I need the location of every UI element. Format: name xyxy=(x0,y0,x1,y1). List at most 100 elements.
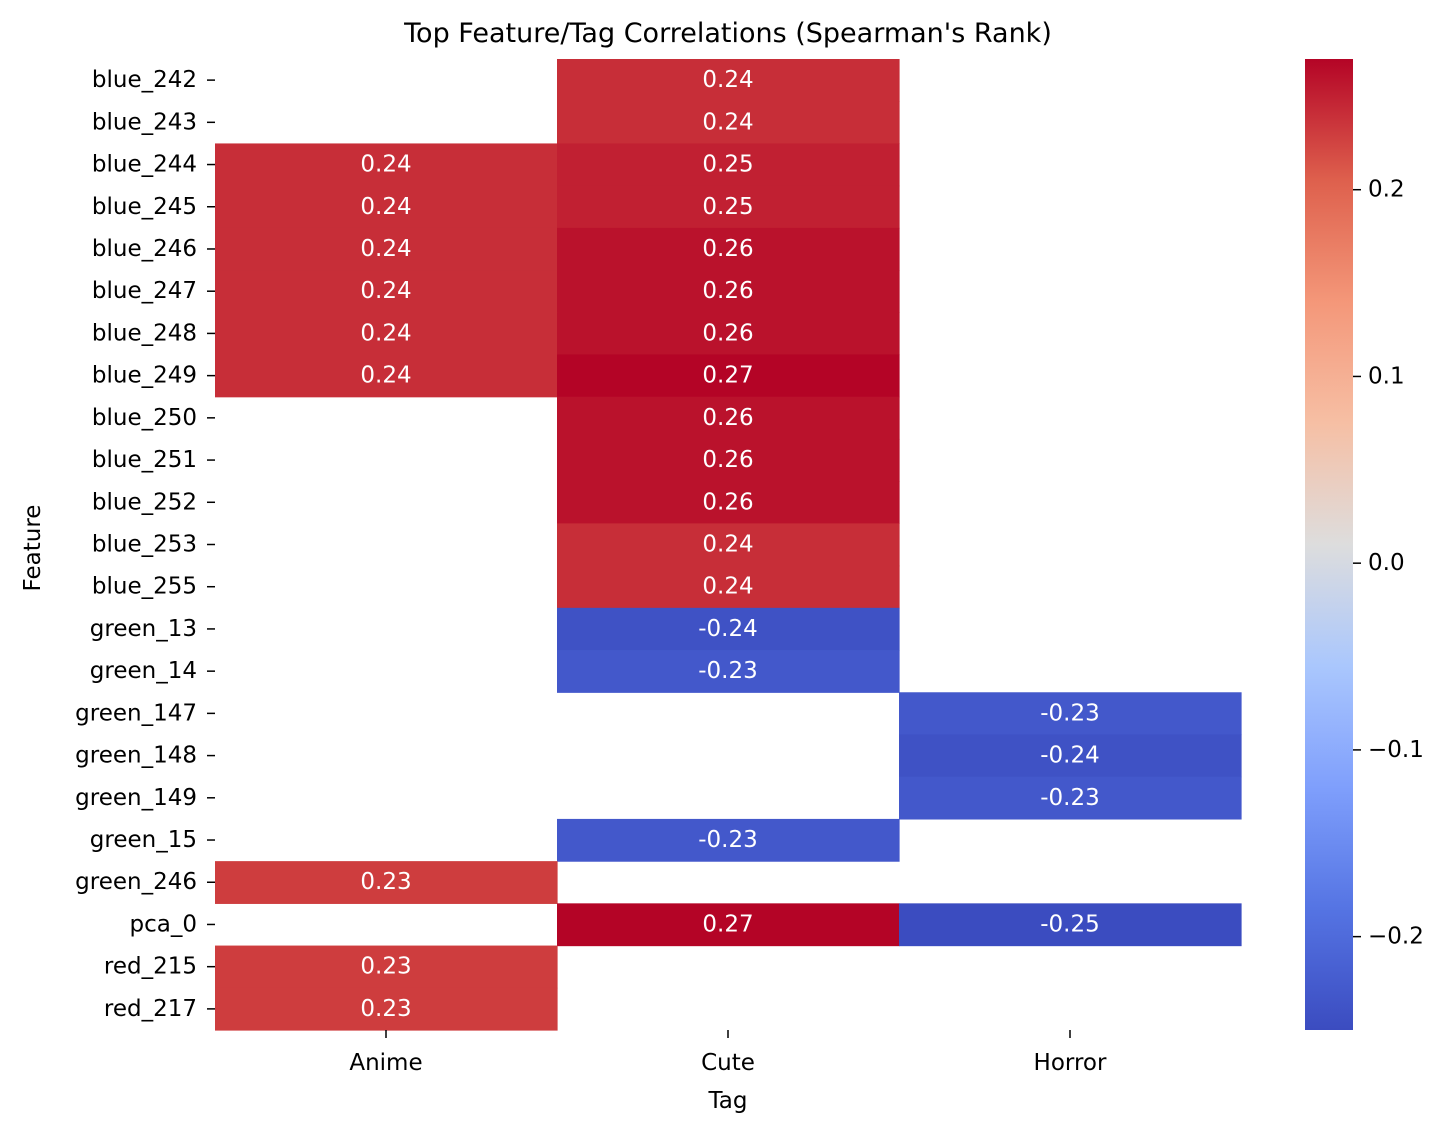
cell-value-label: 0.26 xyxy=(702,405,753,431)
heatmap-cell xyxy=(557,101,900,145)
row-tick-label: blue_245 xyxy=(92,194,197,220)
cell-value-label: 0.25 xyxy=(702,152,753,178)
cell-value-label: 0.27 xyxy=(702,911,753,937)
row-tick-label: green_13 xyxy=(90,616,197,642)
heatmap-cell xyxy=(215,143,558,187)
cell-value-label: -0.23 xyxy=(698,658,758,684)
cell-value-label: -0.23 xyxy=(698,827,758,853)
row-tick-label: green_148 xyxy=(75,743,197,769)
heatmap-cell xyxy=(215,861,558,904)
heatmap-cell xyxy=(557,185,900,229)
row-tick-label: blue_253 xyxy=(92,532,197,558)
row-tick-label: green_149 xyxy=(75,785,197,811)
row-tick-label: blue_242 xyxy=(92,67,197,93)
heatmap-cell xyxy=(899,734,1242,778)
heatmap-cell xyxy=(557,59,900,102)
heatmap-cell xyxy=(557,565,900,609)
cell-value-label: 0.26 xyxy=(702,236,753,262)
cell-value-label: 0.23 xyxy=(360,869,411,895)
heatmap-cell xyxy=(215,312,558,356)
heatmap-cell xyxy=(899,903,1242,947)
row-tick-label: blue_247 xyxy=(92,278,197,304)
cell-value-label: 0.23 xyxy=(360,954,411,980)
cell-value-label: 0.24 xyxy=(360,320,411,346)
colorbar-tick-label: 0.0 xyxy=(1368,550,1405,576)
cell-value-label: 0.24 xyxy=(702,532,753,558)
cell-value-label: 0.24 xyxy=(702,574,753,600)
row-tick-label: blue_252 xyxy=(92,489,197,515)
cell-value-label: 0.26 xyxy=(702,320,753,346)
column-tick-label: Cute xyxy=(701,1050,755,1076)
colorbar-tick-label: −0.1 xyxy=(1368,737,1424,763)
chart-title: Top Feature/Tag Correlations (Spearman's… xyxy=(403,18,1052,49)
cell-value-label: 0.24 xyxy=(360,278,411,304)
cell-value-label: 0.24 xyxy=(702,109,753,135)
heatmap-cell xyxy=(557,312,900,356)
heatmap-cell xyxy=(557,354,900,398)
colorbar-gradient xyxy=(1305,59,1353,1030)
cell-value-label: 0.24 xyxy=(360,363,411,389)
column-tick-labels: Anime Cute Horror xyxy=(349,1030,1107,1076)
cell-value-label: -0.23 xyxy=(1040,700,1100,726)
heatmap-cell xyxy=(557,903,900,947)
colorbar-tick-label: 0.1 xyxy=(1368,363,1405,389)
row-tick-label: green_246 xyxy=(75,869,197,895)
heatmap-cell xyxy=(215,270,558,313)
heatmap-cell xyxy=(557,270,900,313)
row-tick-label: green_147 xyxy=(75,700,197,726)
cell-value-label: 0.26 xyxy=(702,489,753,515)
heatmap-cell xyxy=(557,650,900,693)
row-tick-label: blue_246 xyxy=(92,236,197,262)
heatmap-cell xyxy=(557,818,900,862)
cell-value-label: -0.25 xyxy=(1040,911,1100,937)
heatmap-cell xyxy=(215,185,558,229)
row-tick-label: blue_248 xyxy=(92,320,197,346)
cell-value-label: 0.24 xyxy=(360,152,411,178)
row-tick-label: blue_250 xyxy=(92,405,197,431)
heatmap-cell xyxy=(557,227,900,271)
cell-value-label: 0.26 xyxy=(702,278,753,304)
y-axis-label: Feature xyxy=(20,505,46,592)
heatmap-cell xyxy=(215,227,558,271)
row-tick-label: red_215 xyxy=(104,954,197,980)
cell-value-label: 0.27 xyxy=(702,363,753,389)
heatmap-cell xyxy=(557,143,900,187)
row-tick-label: blue_243 xyxy=(92,109,197,135)
heatmap-cell xyxy=(557,607,900,651)
heatmap-cell xyxy=(557,396,900,440)
cell-value-label: -0.23 xyxy=(1040,785,1100,811)
row-tick-label: blue_249 xyxy=(92,363,197,389)
row-tick-label: pca_0 xyxy=(130,911,197,937)
colorbar: 0.2 0.1 0.0 −0.1 −0.2 xyxy=(1305,59,1424,1030)
colorbar-tick-label: 0.2 xyxy=(1368,177,1405,203)
heatmap-cell xyxy=(557,481,900,524)
column-tick-label: Horror xyxy=(1034,1050,1107,1076)
row-tick-label: blue_255 xyxy=(92,574,197,600)
column-tick-label: Anime xyxy=(349,1050,422,1076)
heatmap-cell xyxy=(215,945,558,989)
heatmap-cells: 0.24 0.24 0.24 0.25 0.24 0.25 0.24 0.26 0.24 0.26… xyxy=(215,59,1242,1031)
colorbar-tick-label: −0.2 xyxy=(1368,924,1424,950)
row-tick-label: red_217 xyxy=(104,996,197,1022)
cell-value-label: 0.25 xyxy=(702,194,753,220)
heatmap-cell xyxy=(899,776,1242,820)
cell-value-label: 0.24 xyxy=(360,236,411,262)
heatmap-cell xyxy=(215,987,558,1031)
heatmap-cell xyxy=(557,438,900,482)
cell-value-label: -0.24 xyxy=(1040,743,1100,769)
heatmap-cell xyxy=(899,692,1242,736)
cell-value-label: 0.26 xyxy=(702,447,753,473)
cell-value-label: 0.23 xyxy=(360,996,411,1022)
cell-value-label: 0.24 xyxy=(360,194,411,220)
heatmap-cell xyxy=(215,354,558,398)
row-tick-label: green_15 xyxy=(90,827,197,853)
row-tick-label: blue_244 xyxy=(92,152,197,178)
cell-value-label: 0.24 xyxy=(702,67,753,93)
row-tick-labels: blue_242 blue_243 blue_244 blue_245 blue_246… xyxy=(75,67,215,1022)
cell-value-label: -0.24 xyxy=(698,616,758,642)
heatmap-cell xyxy=(557,523,900,567)
x-axis-label: Tag xyxy=(708,1088,748,1114)
row-tick-label: blue_251 xyxy=(92,447,197,473)
row-tick-label: green_14 xyxy=(90,658,197,684)
